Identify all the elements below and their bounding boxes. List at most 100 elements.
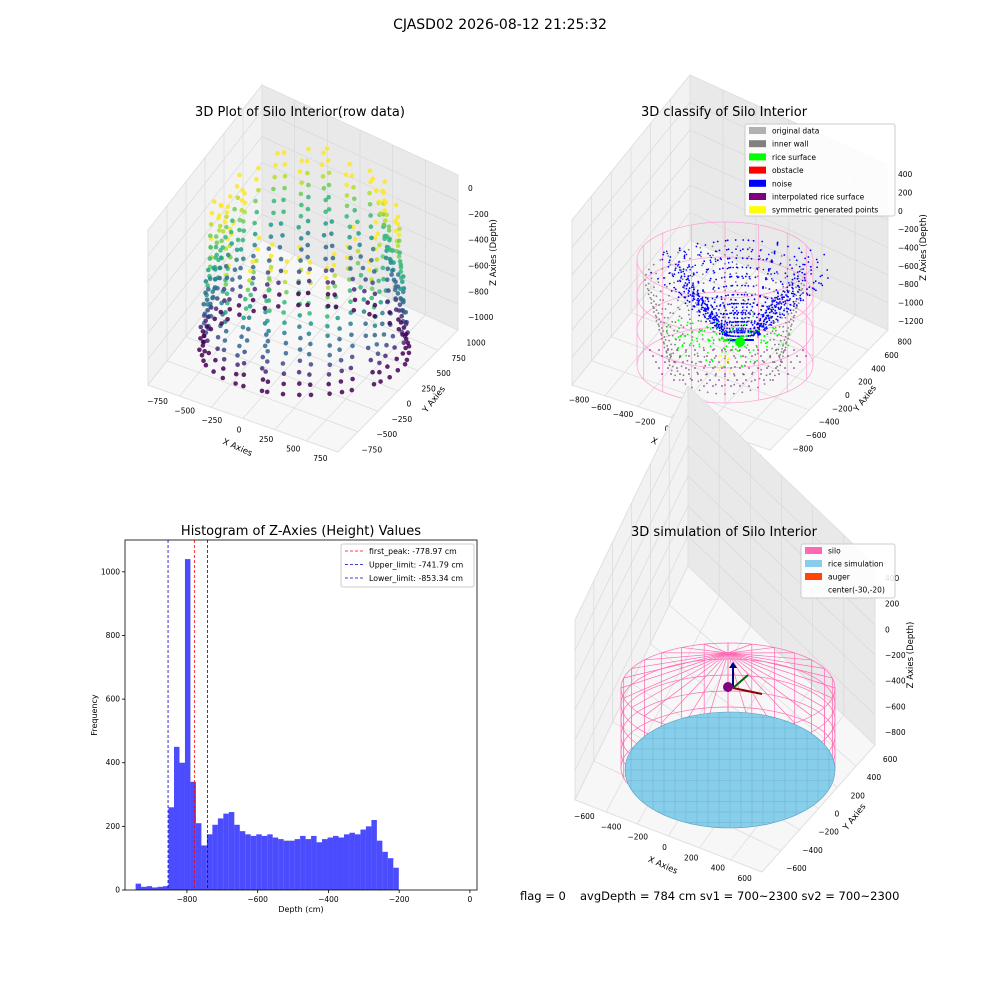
inner-wall-point bbox=[644, 279, 646, 281]
noise-point bbox=[783, 254, 786, 256]
rice-surface-point bbox=[745, 335, 747, 337]
y-axis-label: Frequency bbox=[90, 694, 99, 736]
raw-data-point bbox=[351, 224, 356, 230]
noise-point bbox=[791, 284, 794, 286]
legend-frame bbox=[340, 543, 475, 588]
inner-wall-point bbox=[784, 276, 787, 279]
inner-wall-point bbox=[774, 374, 776, 377]
interpolated-point bbox=[697, 355, 699, 357]
noise-point bbox=[730, 312, 733, 314]
inner-wall-point bbox=[677, 306, 679, 309]
raw-data-point bbox=[329, 231, 334, 236]
raw-data-point bbox=[264, 389, 270, 395]
histogram-bar bbox=[283, 840, 290, 890]
noise-point bbox=[735, 328, 738, 330]
raw-data-point bbox=[335, 315, 341, 321]
interpolated-point bbox=[775, 367, 777, 369]
silo-roof-edge bbox=[623, 652, 729, 699]
histogram-bar bbox=[343, 834, 350, 890]
noise-point bbox=[781, 313, 784, 315]
noise-point bbox=[709, 259, 712, 262]
inner-wall-point bbox=[724, 245, 726, 247]
noise-point bbox=[789, 309, 792, 312]
noise-point bbox=[687, 275, 690, 278]
raw-data-point bbox=[386, 288, 391, 293]
noise-point bbox=[728, 266, 730, 269]
noise-point bbox=[711, 305, 714, 308]
interpolated-point bbox=[784, 367, 786, 369]
silo-roof-edge bbox=[727, 652, 812, 661]
inner-wall-point bbox=[714, 366, 716, 368]
raw-data-point bbox=[393, 202, 399, 208]
raw-data-point bbox=[367, 202, 373, 207]
noise-point bbox=[744, 328, 747, 330]
noise-point bbox=[746, 257, 749, 260]
raw-data-point bbox=[241, 228, 247, 234]
noise-point bbox=[715, 250, 718, 253]
histogram-bar bbox=[135, 883, 142, 890]
noise-point bbox=[710, 304, 712, 307]
inner-wall-point bbox=[677, 299, 679, 302]
raw-data-point bbox=[368, 213, 373, 218]
interpolated-point bbox=[754, 361, 756, 363]
tick-label: −400 bbox=[802, 846, 823, 855]
noise-point bbox=[726, 267, 729, 270]
inner-wall-point bbox=[724, 384, 726, 386]
raw-data-point bbox=[393, 228, 399, 234]
rice-surface-point bbox=[734, 330, 737, 332]
inner-wall-point bbox=[803, 284, 805, 287]
noise-point bbox=[691, 286, 693, 289]
noise-point bbox=[765, 326, 768, 329]
noise-point bbox=[735, 306, 738, 309]
raw-data-point bbox=[299, 180, 305, 186]
raw-data-point bbox=[265, 349, 271, 354]
noise-point bbox=[706, 312, 709, 314]
rice-surface-point bbox=[731, 327, 734, 329]
raw-data-point bbox=[278, 268, 284, 274]
raw-data-point bbox=[404, 320, 409, 325]
rice-surface-point bbox=[756, 352, 759, 355]
interpolated-point bbox=[661, 373, 663, 375]
noise-point bbox=[689, 294, 692, 296]
raw-data-point bbox=[237, 343, 242, 349]
noise-point bbox=[763, 322, 765, 325]
raw-data-point bbox=[233, 381, 238, 386]
noise-point bbox=[740, 324, 743, 327]
raw-data-point bbox=[403, 332, 409, 337]
inner-wall-point bbox=[650, 298, 653, 301]
raw-data-point bbox=[368, 224, 374, 229]
raw-data-point bbox=[213, 244, 219, 250]
noise-point bbox=[731, 251, 733, 254]
inner-wall-point bbox=[795, 263, 798, 266]
noise-point bbox=[662, 253, 665, 256]
inner-wall-point bbox=[684, 351, 687, 353]
noise-point bbox=[750, 309, 753, 312]
noise-point bbox=[746, 306, 748, 308]
inner-wall-point bbox=[787, 337, 790, 340]
interpolated-point bbox=[706, 355, 708, 357]
inner-wall-point bbox=[678, 308, 681, 311]
chart-title: Histogram of Z-Axies (Height) Values bbox=[181, 524, 421, 539]
inner-wall-point bbox=[660, 337, 663, 340]
noise-point bbox=[688, 264, 690, 266]
tick-label: −200 bbox=[627, 833, 648, 842]
inner-wall-point bbox=[775, 352, 778, 355]
noise-point bbox=[792, 292, 795, 295]
inner-wall-point bbox=[684, 383, 687, 385]
noise-point bbox=[793, 305, 795, 308]
inner-wall-point bbox=[689, 322, 692, 325]
noise-point bbox=[805, 292, 808, 295]
raw-data-point bbox=[383, 200, 389, 206]
noise-point bbox=[793, 273, 796, 276]
interpolated-point bbox=[691, 361, 693, 363]
raw-data-point bbox=[397, 226, 402, 232]
noise-point bbox=[777, 306, 780, 309]
noise-point bbox=[770, 324, 773, 326]
noise-point bbox=[772, 299, 774, 302]
noise-point bbox=[788, 299, 790, 302]
inner-wall-point bbox=[665, 285, 668, 288]
interpolated-point bbox=[796, 355, 798, 357]
raw-data-point bbox=[237, 227, 242, 233]
histogram-bar bbox=[261, 835, 268, 890]
noise-point bbox=[741, 313, 744, 316]
